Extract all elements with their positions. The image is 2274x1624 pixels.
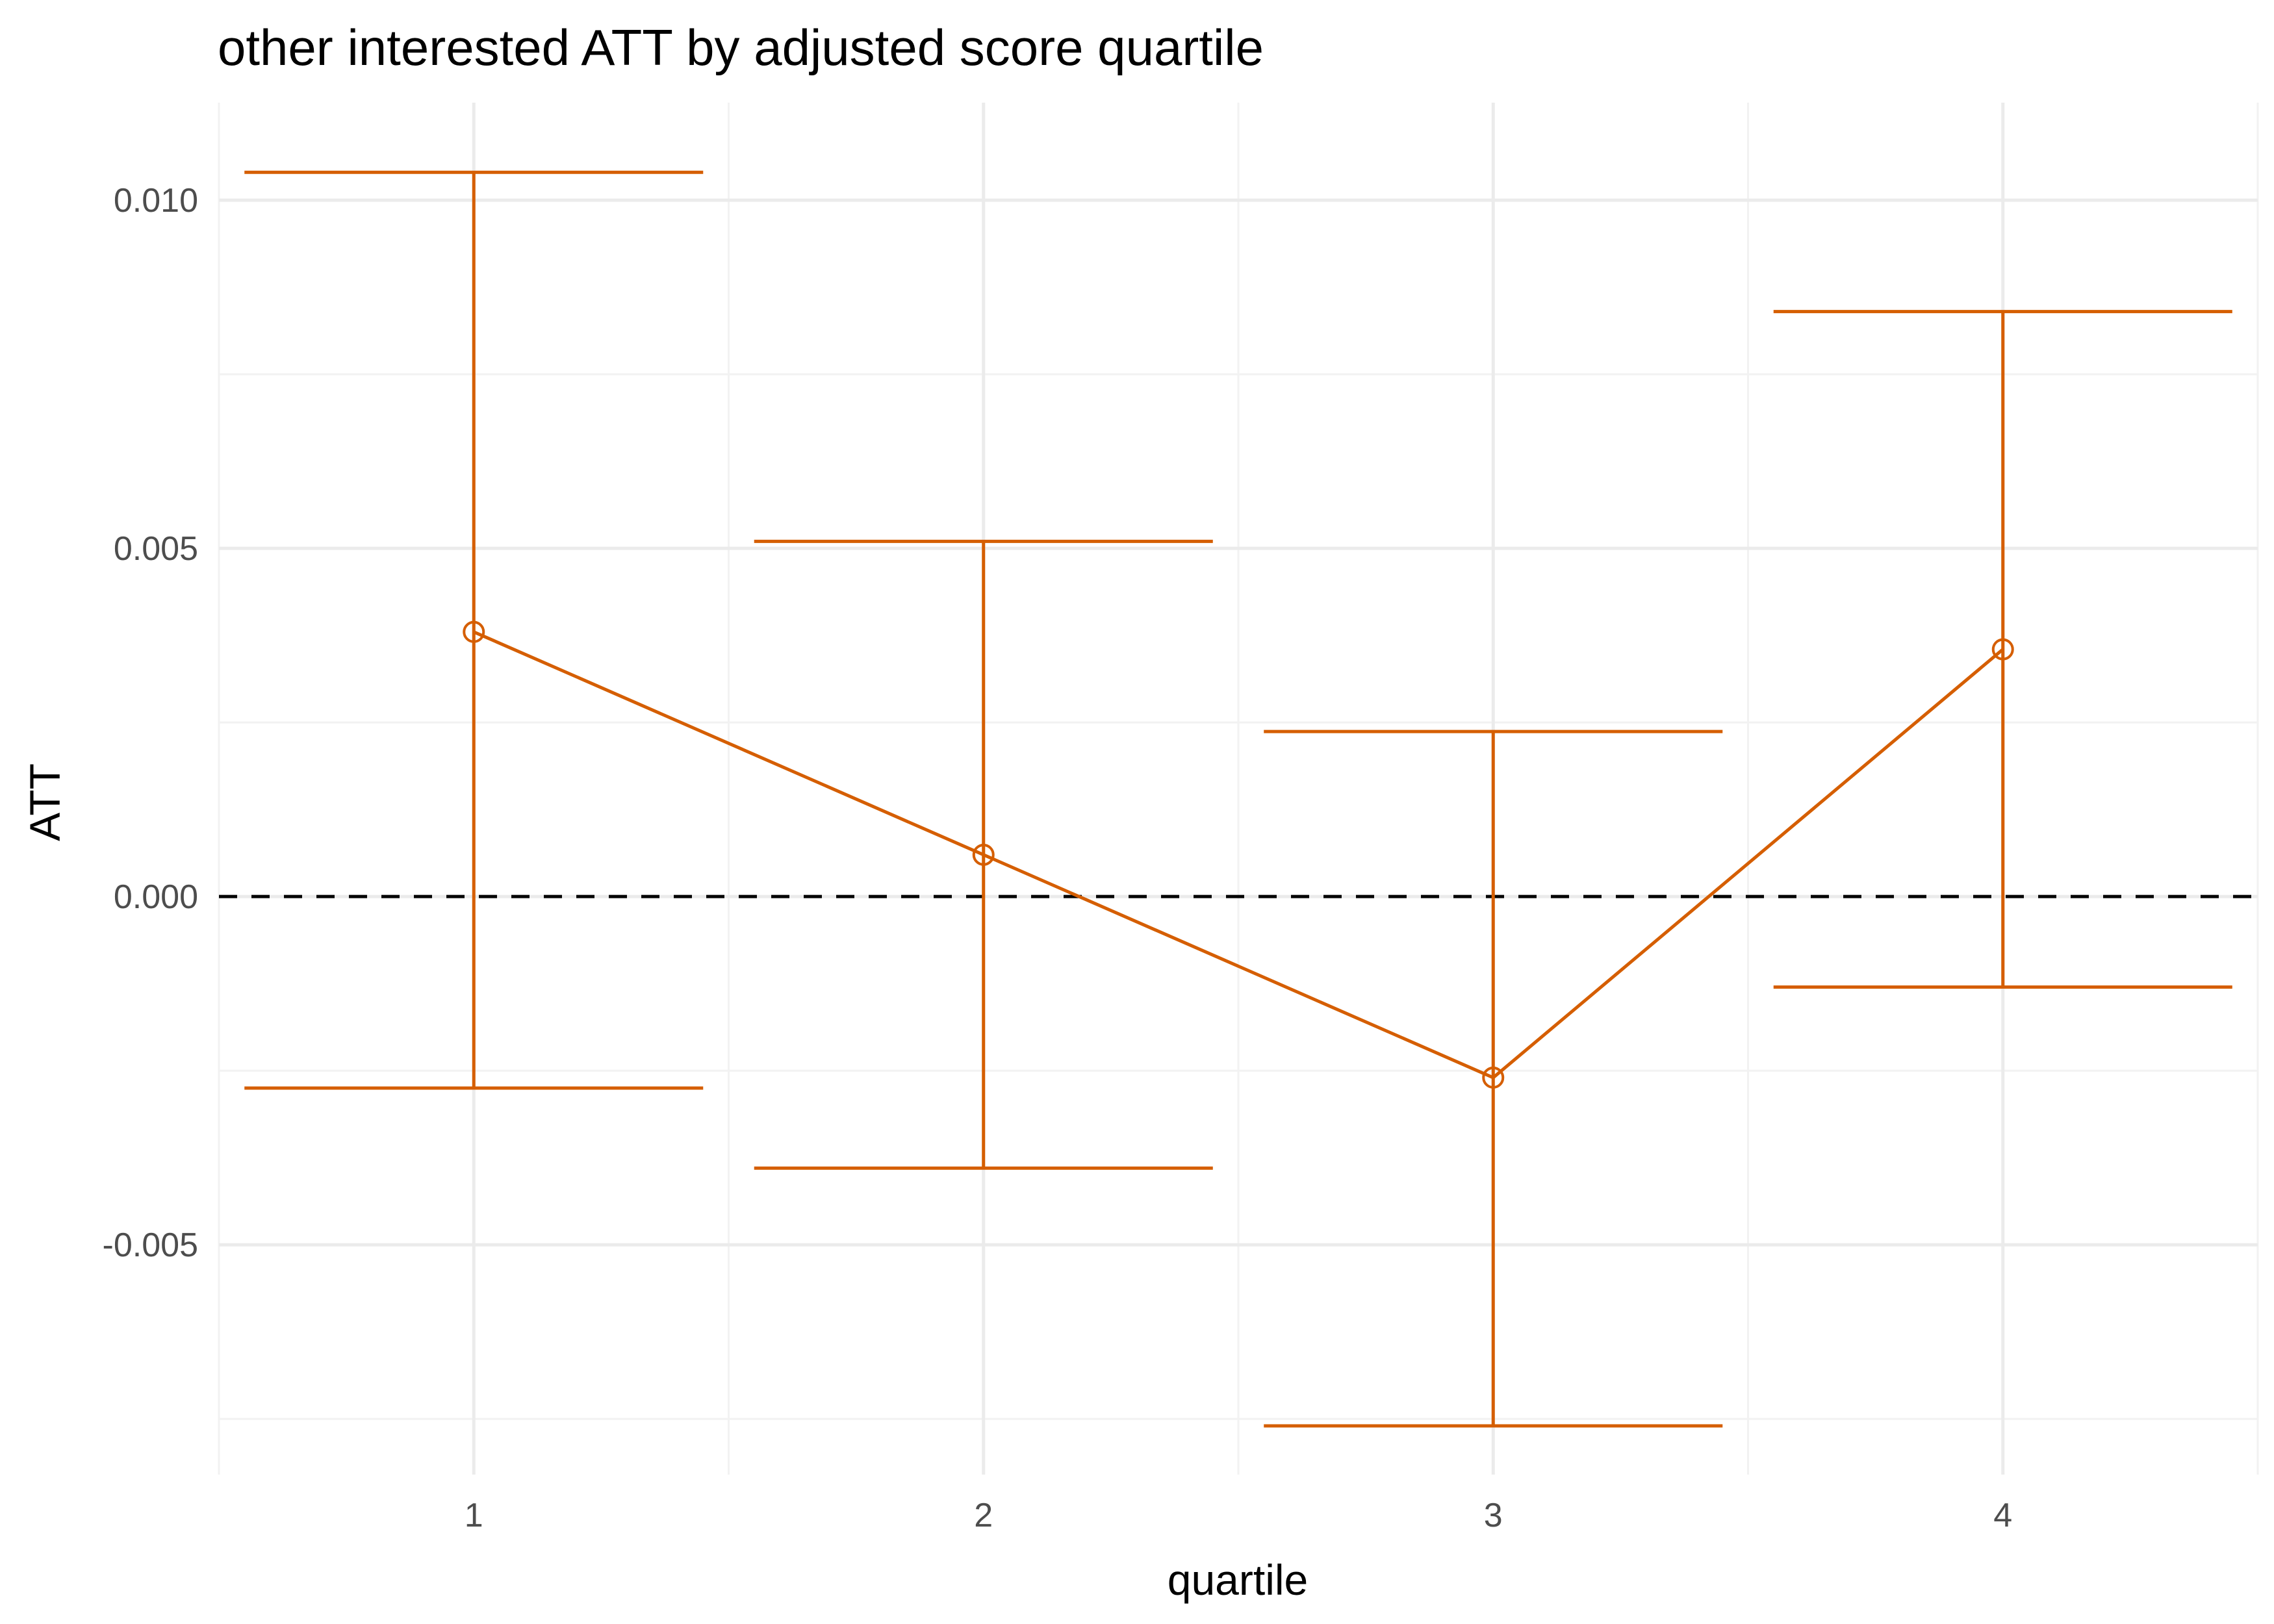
y-tick-label: 0.005 [114, 530, 198, 568]
x-tick-label: 4 [1993, 1497, 2012, 1534]
data-point [463, 620, 485, 643]
minor-gridlines [218, 103, 2259, 1475]
y-tick-label: 0.010 [114, 182, 198, 220]
x-tick-label: 1 [465, 1497, 483, 1534]
chart-title: other interested ATT by adjusted score q… [218, 19, 1264, 76]
data-point [1482, 1066, 1505, 1089]
y-axis-tick-labels: -0.005 0.000 0.005 0.010 [103, 182, 198, 1264]
x-tick-label: 2 [974, 1497, 993, 1534]
series-line [473, 630, 2004, 1080]
x-axis-tick-labels: 1 2 3 4 [465, 1497, 2012, 1534]
data-point [972, 843, 995, 866]
y-tick-label: 0.000 [114, 878, 198, 916]
y-axis-title: ATT [21, 763, 69, 841]
x-axis-title: quartile [1168, 1556, 1308, 1604]
series-line-group [473, 630, 2004, 1080]
x-tick-label: 3 [1484, 1497, 1503, 1534]
data-point [1991, 638, 2014, 661]
y-tick-label: -0.005 [103, 1226, 198, 1264]
data-points [463, 620, 2014, 1089]
